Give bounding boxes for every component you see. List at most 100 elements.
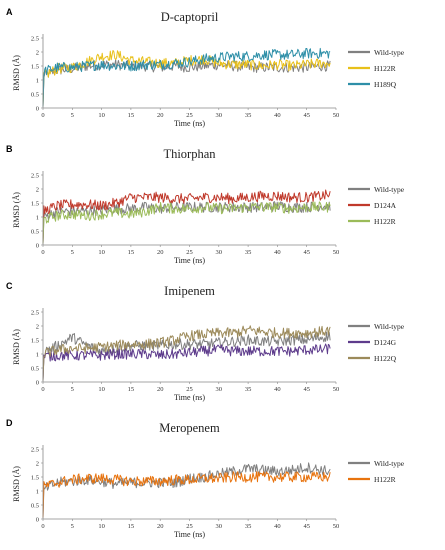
series-line-h122r: [42, 49, 331, 107]
x-tick-label: 0: [41, 523, 44, 530]
x-tick-label: 45: [303, 112, 310, 119]
chart-title: Thiorphan: [163, 147, 216, 161]
chart-panel-b: B Thiorphan 0 0.5 1 1.5 2 2.5 0 5 10 15 20 25 30 35 40 45…: [6, 144, 405, 265]
x-tick-label: 25: [186, 523, 193, 530]
chart-panel-d: D Meropenem 0 0.5 1 1.5 2 2.5 0 5 10 15 20 25 30 35 40 45…: [6, 418, 405, 539]
y-tick-label: 2: [36, 323, 39, 330]
x-tick-label: 5: [71, 112, 74, 119]
x-tick-label: 45: [303, 249, 310, 256]
legend-entry: H122Q: [374, 354, 397, 363]
x-tick-label: 10: [98, 112, 105, 119]
x-tick-label: 35: [245, 386, 252, 393]
y-tick-label: 1: [36, 351, 39, 358]
series-line-h189q: [42, 47, 331, 107]
chart-panel-c: C Imipenem 0 0.5 1 1.5 2 2.5 0 5 10 15 20 25 30 35 40 45 5…: [6, 281, 405, 402]
x-tick-label: 20: [157, 386, 164, 393]
x-tick-label: 40: [274, 249, 281, 256]
legend-entry: D124G: [374, 338, 397, 347]
legend-entry: Wild-type: [374, 185, 405, 194]
series-line-wild-type: [42, 201, 331, 244]
panel-letter: C: [6, 281, 13, 291]
y-axis-label: RMSD (Å): [12, 55, 21, 91]
legend-entry: H189Q: [374, 80, 397, 89]
x-tick-label: 25: [186, 249, 193, 256]
y-tick-label: 0.5: [31, 502, 39, 509]
x-tick-label: 40: [274, 112, 281, 119]
x-tick-label: 15: [128, 523, 135, 530]
legend-entry: Wild-type: [374, 459, 405, 468]
panel-letter: D: [6, 418, 13, 428]
y-tick-label: 0.5: [31, 228, 39, 235]
legend-entry: Wild-type: [374, 322, 405, 331]
chart-title: Meropenem: [159, 421, 220, 435]
x-tick-label: 15: [128, 112, 135, 119]
series-line-h122r: [42, 471, 331, 518]
x-tick-label: 10: [98, 249, 105, 256]
x-tick-label: 25: [186, 386, 193, 393]
y-tick-label: 1.5: [31, 63, 39, 70]
y-tick-label: 2.5: [31, 35, 39, 42]
x-tick-label: 15: [128, 386, 135, 393]
chart-title: D-captopril: [161, 10, 219, 24]
x-tick-label: 50: [333, 249, 340, 256]
y-tick-label: 0: [36, 516, 39, 523]
x-tick-label: 5: [71, 249, 74, 256]
x-tick-label: 30: [216, 249, 223, 256]
x-tick-label: 45: [303, 386, 310, 393]
chart-title: Imipenem: [164, 284, 215, 298]
y-axis-label: RMSD (Å): [12, 466, 21, 502]
x-tick-label: 50: [333, 386, 340, 393]
x-tick-label: 30: [216, 523, 223, 530]
x-tick-label: 30: [216, 386, 223, 393]
x-tick-label: 20: [157, 523, 164, 530]
x-axis-label: Time (ns): [174, 256, 205, 265]
x-axis-label: Time (ns): [174, 393, 205, 402]
x-axis-label: Time (ns): [174, 530, 205, 539]
legend-entry: H122R: [374, 64, 396, 73]
y-tick-label: 2: [36, 186, 39, 193]
x-tick-label: 5: [71, 386, 74, 393]
x-tick-label: 50: [333, 112, 340, 119]
panel-letter: A: [6, 7, 13, 17]
x-tick-label: 10: [98, 523, 105, 530]
y-tick-label: 2: [36, 49, 39, 56]
x-axis-label: Time (ns): [174, 119, 205, 128]
y-tick-label: 2.5: [31, 172, 39, 179]
x-tick-label: 45: [303, 523, 310, 530]
y-tick-label: 1.5: [31, 337, 39, 344]
x-tick-label: 40: [274, 386, 281, 393]
y-tick-label: 1: [36, 488, 39, 495]
x-tick-label: 35: [245, 249, 252, 256]
y-axis-label: RMSD (Å): [12, 329, 21, 365]
y-tick-label: 2.5: [31, 446, 39, 453]
x-tick-label: 15: [128, 249, 135, 256]
legend-entry: H122R: [374, 475, 396, 484]
y-tick-label: 1.5: [31, 474, 39, 481]
panel-letter: B: [6, 144, 13, 154]
x-tick-label: 35: [245, 523, 252, 530]
y-tick-label: 2.5: [31, 309, 39, 316]
y-tick-label: 1: [36, 214, 39, 221]
legend-entry: Wild-type: [374, 48, 405, 57]
legend-entry: D124A: [374, 201, 397, 210]
series-line-h122r: [42, 201, 331, 244]
y-tick-label: 1: [36, 77, 39, 84]
x-tick-label: 25: [186, 112, 193, 119]
chart-panel-a: A D-captopril 0 0.5 1 1.5 2 2.5 0 5 10 15 20 25 30 35 40…: [6, 7, 405, 128]
y-tick-label: 0: [36, 379, 39, 386]
series-line-d124a: [42, 189, 331, 244]
series-line-d124g: [42, 343, 331, 381]
x-tick-label: 40: [274, 523, 281, 530]
y-tick-label: 2: [36, 460, 39, 467]
x-tick-label: 10: [98, 386, 105, 393]
x-tick-label: 0: [41, 386, 44, 393]
x-tick-label: 50: [333, 523, 340, 530]
y-tick-label: 0: [36, 242, 39, 249]
x-tick-label: 20: [157, 249, 164, 256]
y-tick-label: 0.5: [31, 365, 39, 372]
x-tick-label: 5: [71, 523, 74, 530]
x-tick-label: 35: [245, 112, 252, 119]
x-tick-label: 30: [216, 112, 223, 119]
y-tick-label: 0: [36, 105, 39, 112]
